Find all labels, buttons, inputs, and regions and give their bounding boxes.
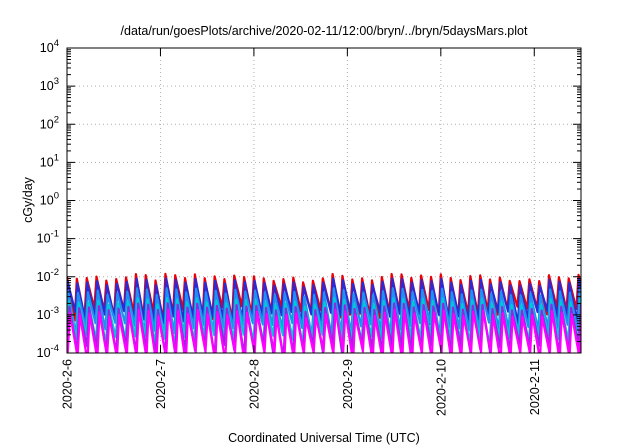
- y-tick-label: 102: [40, 114, 59, 131]
- x-axis: 2020-2-6 2020-2-7 2020-2-8 2020-2-9 2020-2-1…: [61, 48, 542, 416]
- y-tick-label: 10-3: [37, 305, 59, 322]
- chart-title: /data/run/goesPlots/archive/2020-02-11/1…: [121, 24, 528, 38]
- y-tick-label: 104: [40, 38, 59, 55]
- y-tick-label: 10-4: [37, 343, 59, 360]
- y-tick-label: 10-1: [37, 229, 59, 246]
- x-tick-label: 2020-2-8: [247, 359, 261, 409]
- y-tick-label: 101: [40, 152, 59, 169]
- y-tick-label: 100: [40, 191, 59, 208]
- x-tick-label: 2020-2-7: [154, 359, 168, 409]
- y-tick-label: 10-2: [37, 267, 59, 284]
- y-axis: 10-4 10-3 10-2 10-1 100 101 102 103 104: [37, 38, 581, 360]
- grid-lines: [67, 48, 581, 353]
- y-axis-label: cGy/day: [21, 176, 35, 223]
- x-tick-label: 2020-2-6: [61, 359, 75, 409]
- series-line: [67, 308, 581, 353]
- y-tick-label: 103: [40, 76, 59, 93]
- series-line: [67, 277, 581, 326]
- x-axis-label: Coordinated Universal Time (UTC): [228, 431, 420, 445]
- x-tick-label: 2020-2-10: [434, 359, 448, 416]
- data-series: [67, 272, 581, 353]
- x-tick-label: 2020-2-11: [528, 359, 542, 415]
- x-tick-label: 2020-2-9: [341, 359, 355, 409]
